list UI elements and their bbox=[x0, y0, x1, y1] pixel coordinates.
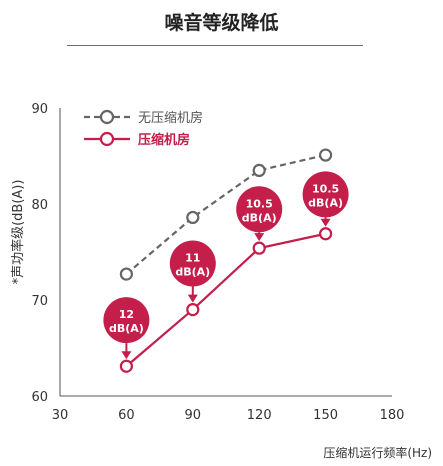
series-layer bbox=[119, 148, 333, 373]
reduction-unit: dB(A) bbox=[242, 211, 277, 224]
x-tick-label: 30 bbox=[52, 408, 69, 423]
data-point bbox=[319, 227, 333, 241]
legend-label: 压缩机房 bbox=[138, 132, 190, 148]
y-tick-label: 60 bbox=[31, 390, 48, 405]
legend-label: 无压缩机房 bbox=[138, 110, 203, 126]
reduction-unit: dB(A) bbox=[308, 196, 343, 209]
reduction-circle bbox=[103, 297, 150, 344]
x-tick-label: 180 bbox=[380, 408, 405, 423]
reduction-circle bbox=[236, 186, 283, 233]
reduction-bubble: 10.5dB(A) bbox=[236, 186, 283, 242]
data-point bbox=[252, 241, 266, 255]
data-point bbox=[319, 148, 333, 162]
data-point bbox=[186, 210, 200, 225]
data-point bbox=[119, 267, 134, 281]
reduction-arrowhead bbox=[187, 294, 198, 303]
reduction-value: 11 bbox=[185, 252, 200, 265]
reduction-circle bbox=[302, 171, 349, 218]
x-tick-labels: 30 60 90 120 150 180 bbox=[52, 408, 405, 423]
x-axis-label: 压缩机运行频率(Hz) bbox=[323, 445, 432, 460]
y-tick-label: 90 bbox=[31, 102, 48, 117]
reduction-value: 12 bbox=[119, 308, 134, 321]
legend-marker bbox=[99, 131, 115, 147]
data-point bbox=[252, 163, 266, 177]
axes bbox=[59, 108, 392, 397]
y-tick-label: 70 bbox=[31, 294, 48, 309]
series-line bbox=[125, 232, 326, 368]
reduction-circle bbox=[169, 240, 216, 287]
title-divider bbox=[67, 45, 363, 46]
chart-title: 噪音等级降低 bbox=[164, 12, 279, 34]
y-tick-label: 80 bbox=[31, 198, 48, 213]
legend-marker bbox=[99, 109, 115, 125]
x-tick-label: 150 bbox=[313, 408, 338, 423]
series-line bbox=[125, 153, 326, 275]
reduction-bubble: 10.5dB(A) bbox=[302, 171, 349, 227]
x-tick-label: 60 bbox=[118, 408, 135, 423]
reduction-value: 10.5 bbox=[312, 182, 339, 195]
data-point bbox=[119, 359, 134, 373]
reduction-value: 10.5 bbox=[246, 197, 273, 210]
y-tick-labels: 60 70 80 90 bbox=[31, 102, 48, 405]
reduction-arrowhead bbox=[320, 218, 331, 227]
reduction-arrowhead bbox=[254, 233, 265, 242]
x-tick-label: 90 bbox=[185, 408, 202, 423]
reduction-unit: dB(A) bbox=[175, 266, 210, 279]
y-axis-label: *声功率级(dB(A)) bbox=[10, 180, 26, 285]
data-point bbox=[186, 303, 200, 317]
x-tick-label: 120 bbox=[247, 408, 272, 423]
reduction-unit: dB(A) bbox=[109, 322, 144, 335]
reduction-arrowhead bbox=[121, 351, 132, 360]
